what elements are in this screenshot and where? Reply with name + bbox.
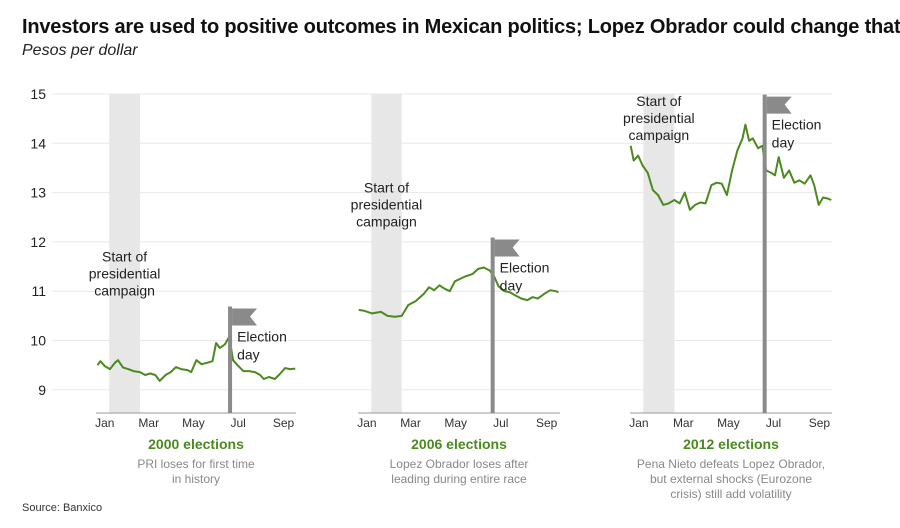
- y-tick-label: 14: [30, 135, 46, 151]
- x-tick-label: Jan: [629, 416, 648, 430]
- campaign-band: [643, 94, 675, 413]
- campaign-start-label: Start of: [636, 93, 681, 109]
- x-tick-label: Mar: [138, 416, 159, 430]
- y-tick-label: 12: [30, 234, 46, 250]
- x-tick-label: Jul: [493, 416, 508, 430]
- source-note: Source: Banxico: [22, 502, 103, 514]
- panel-note: Lopez Obrador loses after: [390, 457, 529, 471]
- panel-title: 2006 elections: [411, 436, 507, 452]
- campaign-start-label: presidential: [351, 197, 423, 213]
- election-day-label: Election: [237, 329, 287, 345]
- x-tick-label: May: [717, 416, 740, 430]
- campaign-start-label: campaign: [94, 283, 155, 299]
- x-tick-label: Sep: [536, 416, 558, 430]
- x-tick-label: Sep: [809, 416, 831, 430]
- panel-note: but external shocks (Eurozone: [650, 472, 812, 486]
- x-tick-label: May: [444, 416, 467, 430]
- campaign-band: [109, 94, 140, 413]
- x-tick-label: Jan: [95, 416, 114, 430]
- election-day-label: Election: [772, 117, 822, 133]
- campaign-start-label: presidential: [89, 266, 161, 282]
- panel-title: 2000 elections: [148, 436, 244, 452]
- flag-icon: [232, 308, 258, 326]
- election-day-label: day: [237, 347, 260, 363]
- exchange-rate-line: [96, 335, 296, 382]
- campaign-start-label: presidential: [623, 110, 695, 126]
- campaign-start-label: campaign: [356, 214, 417, 230]
- election-day-label: Election: [500, 260, 550, 276]
- x-tick-label: May: [182, 416, 205, 430]
- x-tick-label: Mar: [400, 416, 421, 430]
- panel-note: crisis) still add volatility: [670, 487, 791, 501]
- y-tick-label: 15: [30, 86, 46, 102]
- x-tick-label: Sep: [273, 416, 295, 430]
- flag-icon: [494, 239, 520, 257]
- election-day-label: day: [772, 135, 795, 151]
- campaign-band: [371, 94, 402, 413]
- y-tick-label: 9: [38, 382, 46, 398]
- exchange-rate-line: [358, 266, 559, 318]
- x-tick-label: Jan: [357, 416, 376, 430]
- y-tick-label: 11: [31, 283, 46, 299]
- x-tick-label: Jul: [230, 416, 245, 430]
- campaign-start-label: Start of: [364, 180, 409, 196]
- exchange-rate-line: [629, 123, 832, 211]
- campaign-start-label: campaign: [629, 127, 690, 143]
- chart-title: Investors are used to positive outcomes …: [22, 16, 900, 38]
- panel-title: 2012 elections: [683, 436, 779, 452]
- y-tick-label: 13: [30, 185, 46, 201]
- election-day-label: day: [500, 278, 523, 294]
- y-tick-label: 10: [30, 333, 46, 349]
- x-tick-label: Jul: [766, 416, 781, 430]
- panel-note: PRI loses for first time: [137, 457, 255, 471]
- flag-icon: [766, 96, 792, 114]
- campaign-start-label: Start of: [102, 249, 147, 265]
- panel-note: Pena Nieto defeats Lopez Obrador,: [637, 457, 825, 471]
- panel-note: in history: [172, 472, 220, 486]
- chart-subtitle: Pesos per dollar: [22, 42, 138, 59]
- x-tick-label: Mar: [673, 416, 694, 430]
- panel-note: leading during entire race: [391, 472, 527, 486]
